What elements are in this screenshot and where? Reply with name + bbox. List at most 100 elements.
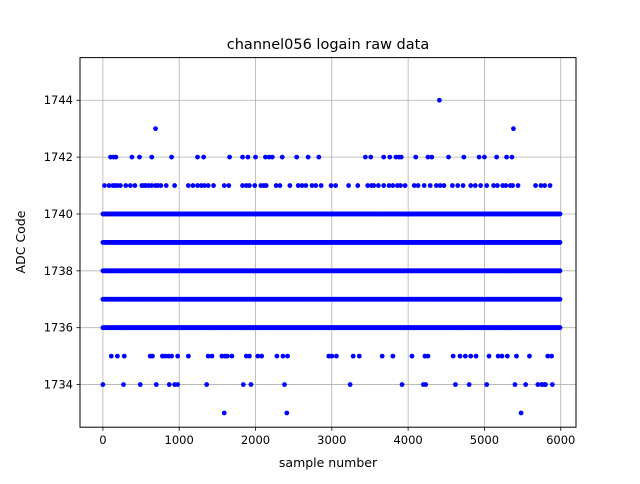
data-point (535, 382, 541, 387)
data-point (195, 183, 200, 188)
data-point (185, 183, 191, 188)
data-point (169, 154, 174, 160)
data-point (247, 353, 252, 359)
data-point (371, 183, 377, 188)
data-point (379, 353, 385, 359)
data-point (185, 353, 191, 359)
data-point (355, 183, 361, 188)
data-point (547, 183, 553, 188)
data-point (409, 353, 415, 359)
data-point (282, 382, 287, 387)
data-point (457, 353, 463, 359)
x-axis-ticks: 0 1000 2000 3000 4000 5000 6000 (99, 427, 575, 447)
data-point (387, 154, 393, 160)
data-point (316, 154, 322, 160)
data-point (287, 183, 293, 188)
data-point (538, 183, 544, 188)
data-point (224, 353, 230, 359)
data-point (247, 183, 252, 188)
data-point (121, 382, 126, 387)
data-point (240, 382, 246, 387)
data-point (468, 353, 474, 359)
data-point (305, 154, 311, 160)
data-point (346, 183, 351, 188)
data-point (494, 154, 500, 160)
data-point (468, 183, 474, 188)
data-point (390, 353, 396, 359)
data-point (333, 183, 339, 188)
data-point (274, 353, 280, 359)
data-point (413, 154, 419, 160)
data-point (263, 154, 268, 160)
x-tick-label: 6000 (546, 433, 575, 447)
x-tick-label: 3000 (317, 433, 346, 447)
data-point (472, 183, 478, 188)
data-point (263, 183, 269, 188)
data-point (169, 353, 174, 359)
data-point (118, 183, 123, 188)
data-point (453, 382, 458, 387)
x-tick-label: 0 (99, 433, 106, 447)
plot-frame (79, 57, 577, 428)
data-point (284, 410, 290, 416)
data-point (446, 154, 451, 160)
data-point (462, 353, 468, 359)
data-point (356, 353, 362, 359)
data-point (486, 353, 492, 359)
data-point (255, 353, 261, 359)
data-point (245, 154, 251, 160)
data-point (252, 183, 258, 188)
data-point (450, 353, 456, 359)
data-point (175, 382, 181, 387)
data-point (381, 183, 387, 188)
data-point (514, 353, 519, 359)
data-point (295, 183, 301, 188)
data-point (221, 410, 227, 416)
data-point (390, 183, 396, 188)
data-point (229, 353, 235, 359)
data-point (441, 183, 447, 188)
data-point (476, 154, 482, 160)
data-point (437, 97, 442, 103)
y-tick-label: 1744 (44, 93, 73, 107)
data-point (175, 353, 181, 359)
data-point (557, 268, 563, 274)
y-axis-ticks: 1734 1736 1738 1740 1742 1744 (44, 93, 80, 392)
data-point (259, 353, 265, 359)
data-point (386, 183, 392, 188)
data-point (557, 296, 563, 302)
data-point (149, 154, 155, 160)
data-point (402, 183, 408, 188)
data-point (313, 183, 319, 188)
data-point (280, 353, 286, 359)
data-point (421, 183, 427, 188)
data-point (100, 382, 106, 387)
x-tick-label: 2000 (241, 433, 270, 447)
data-point (166, 382, 172, 387)
data-point (455, 183, 461, 188)
data-point (294, 154, 300, 160)
data-point (482, 154, 487, 160)
data-point (137, 154, 142, 160)
data-point (527, 353, 532, 359)
data-point (398, 154, 404, 160)
data-point (226, 183, 232, 188)
x-tick-label: 4000 (393, 433, 422, 447)
data-point (137, 382, 143, 387)
data-point (375, 183, 381, 188)
data-point (149, 183, 155, 188)
data-point (543, 382, 548, 387)
data-point (329, 353, 335, 359)
data-point (549, 353, 554, 359)
data-point (303, 183, 309, 188)
data-point (102, 183, 107, 188)
data-point (132, 183, 138, 188)
data-point (113, 154, 119, 160)
data-point (533, 183, 538, 188)
data-point (211, 183, 216, 188)
y-tick-label: 1734 (44, 378, 73, 392)
data-point (495, 353, 501, 359)
data-point (201, 183, 207, 188)
